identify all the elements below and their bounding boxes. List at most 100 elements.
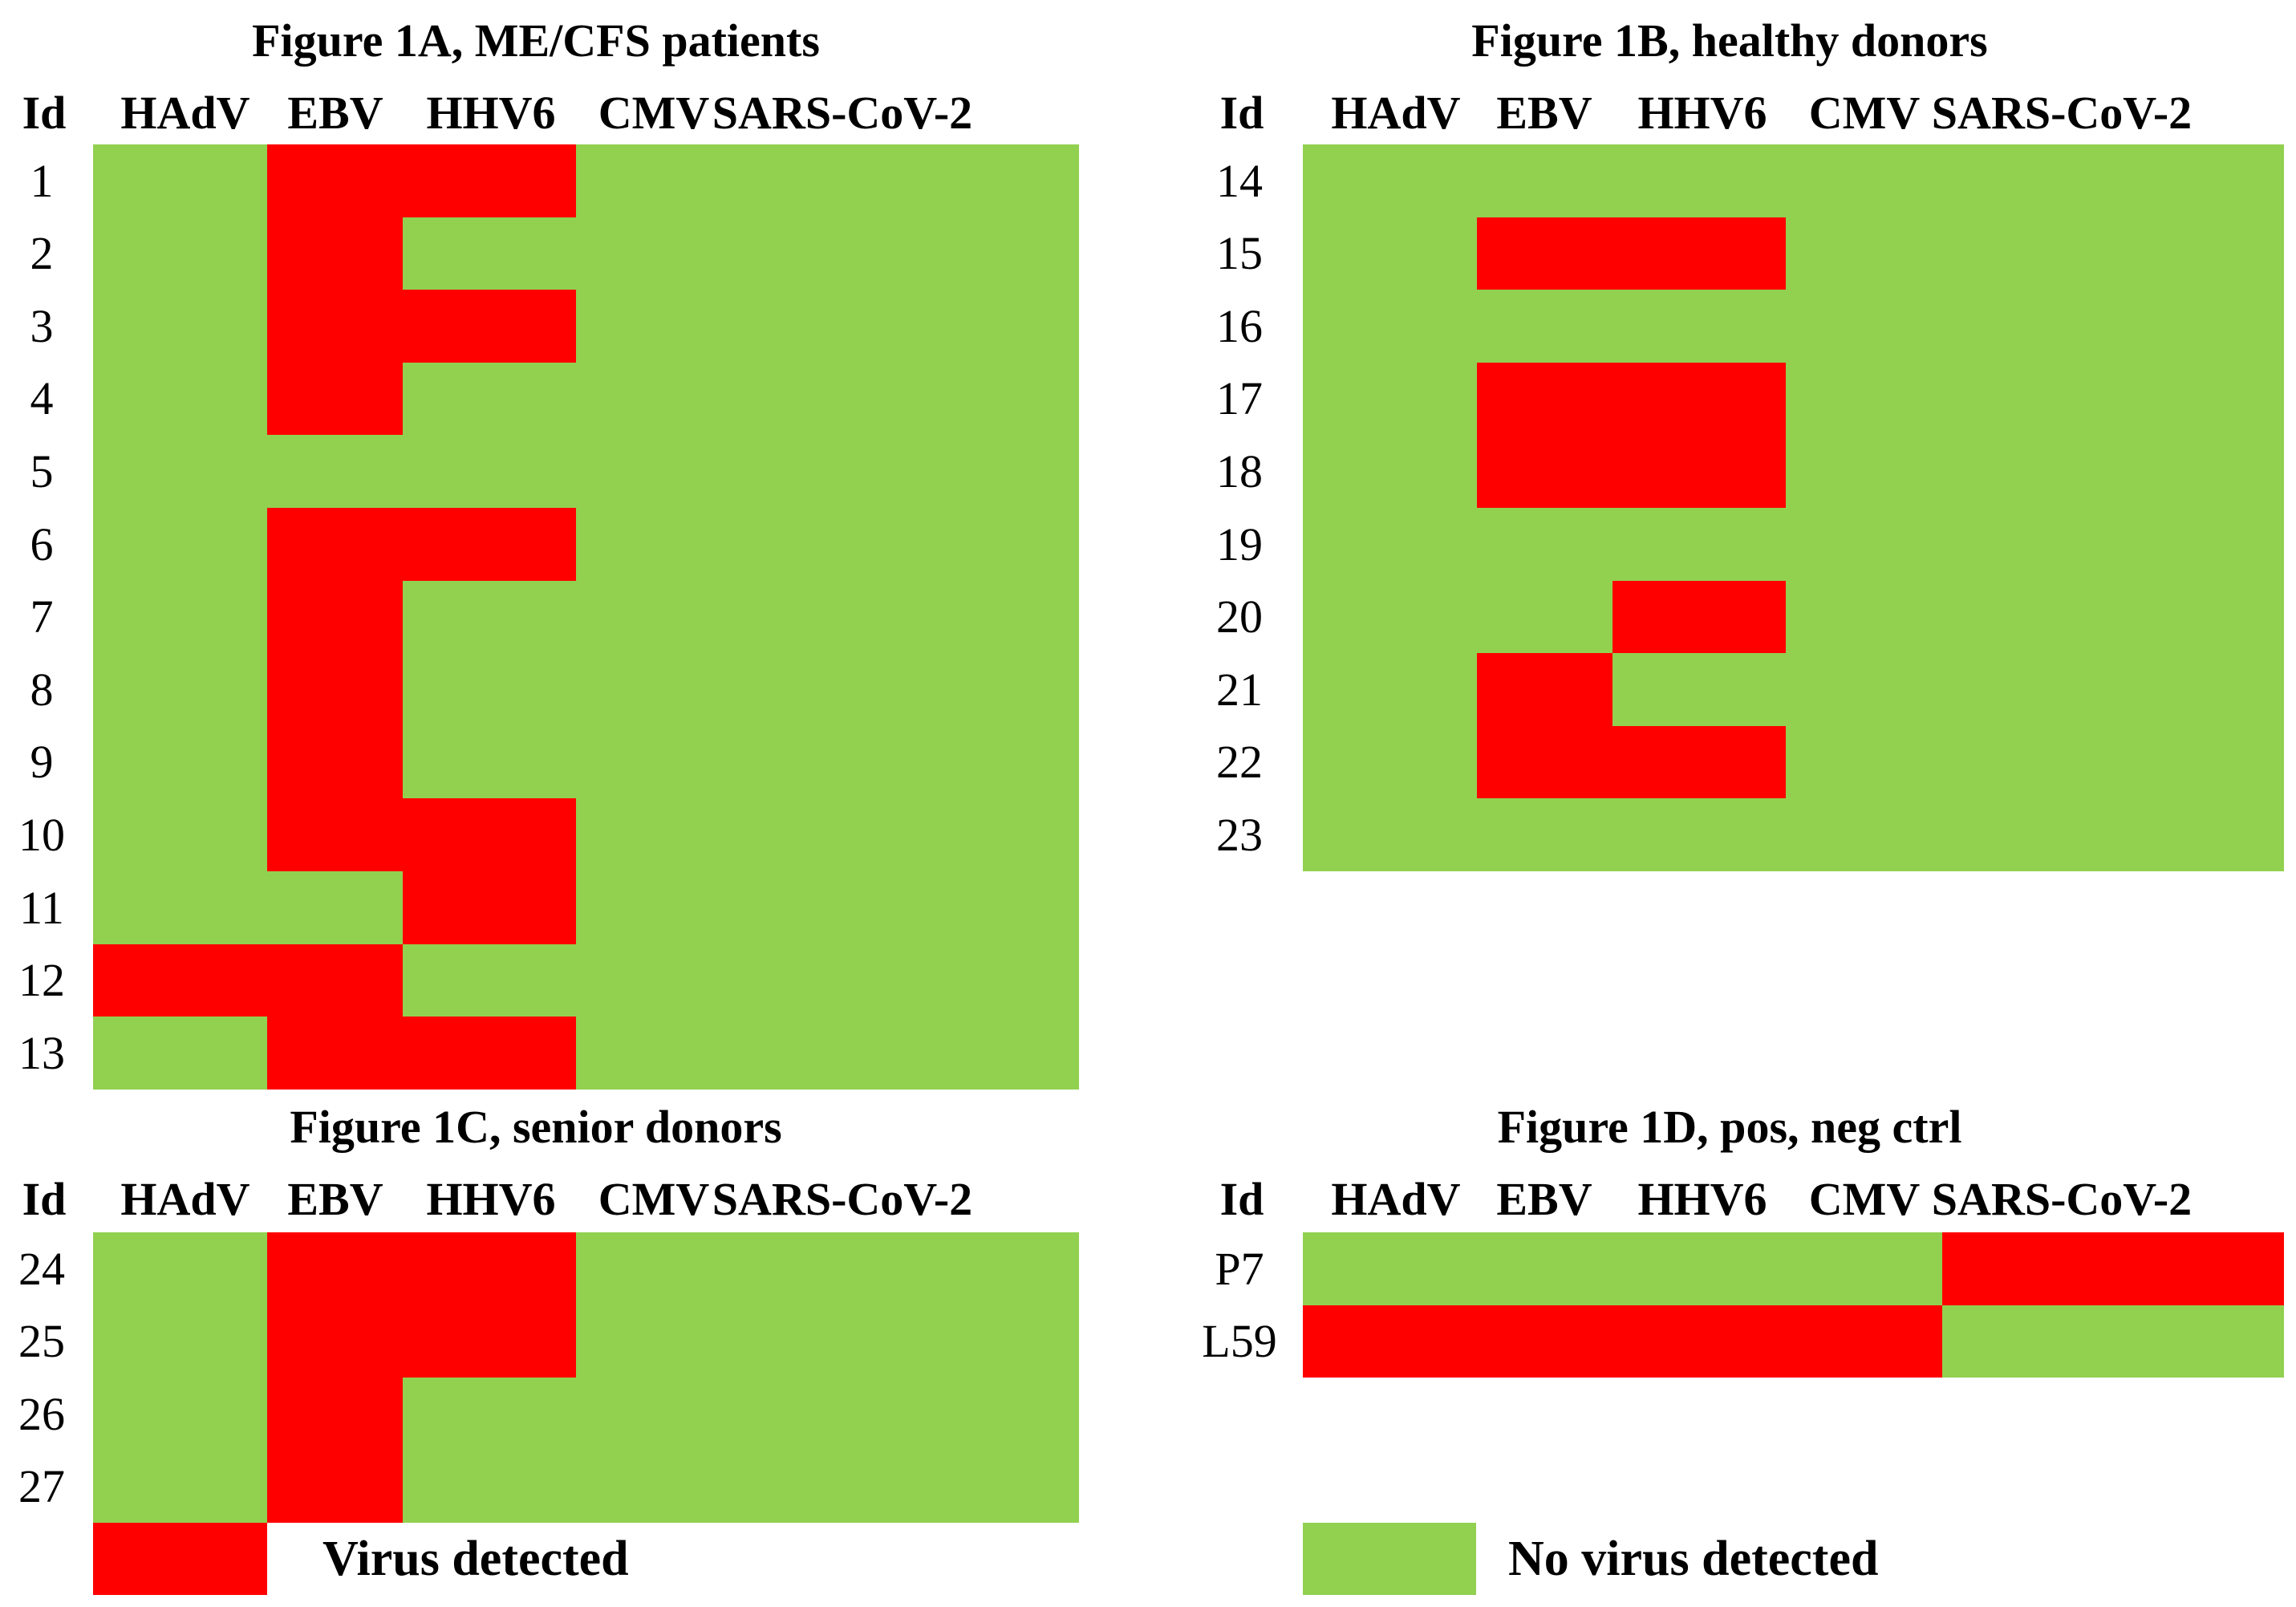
- heatmap-cell-ebv-8: [267, 653, 403, 726]
- heatmap-cell-cmv-15: [1786, 217, 1942, 290]
- column-header-cmv: CMV: [598, 87, 710, 139]
- heatmap-cell-hadv-13: [93, 1017, 267, 1090]
- heatmap-cell-hhv6-15: [1612, 217, 1786, 290]
- heatmap-cell-hadv-6: [93, 508, 267, 581]
- heatmap-cell-ebv-2: [267, 217, 403, 290]
- heatmap-cell-ebv-10: [267, 798, 403, 871]
- heatmap-cell-hadv-2: [93, 217, 267, 290]
- heatmap-cell-hadv-8: [93, 653, 267, 726]
- heatmap-cell-ebv-26: [267, 1378, 403, 1451]
- heatmap-cell-hadv-21: [1303, 653, 1477, 726]
- legend-swatch-no-virus-detected: [1303, 1523, 1476, 1595]
- row-label: L59: [1202, 1315, 1277, 1367]
- heatmap-cell-hhv6-8: [403, 653, 576, 726]
- row-label: 27: [18, 1460, 65, 1512]
- heatmap-cell-hhv6-23: [1612, 798, 1786, 871]
- heatmap-cell-ebv-6: [267, 508, 403, 581]
- heatmap-cell-hadv-23: [1303, 798, 1477, 871]
- heatmap-cell-ebv-25: [267, 1305, 403, 1378]
- heatmap-cell-hhv6-l59: [1612, 1305, 1786, 1378]
- heatmap-cell-hadv-25: [93, 1305, 267, 1378]
- heatmap-cell-hadv-22: [1303, 726, 1477, 798]
- heatmap-cell-cmv-8: [576, 653, 722, 726]
- heatmap-cell-sars-cov-2-22: [1942, 726, 2284, 798]
- heatmap-cell-hhv6-7: [403, 581, 576, 653]
- heatmap-cell-cmv-7: [576, 581, 722, 653]
- heatmap-cell-hadv-20: [1303, 581, 1477, 653]
- heatmap-cell-sars-cov-2-21: [1942, 653, 2284, 726]
- legend-swatch-virus-detected: [93, 1523, 267, 1595]
- heatmap-cell-cmv-16: [1786, 290, 1942, 363]
- heatmap-cell-hhv6-16: [1612, 290, 1786, 363]
- heatmap-cell-cmv-17: [1786, 363, 1942, 435]
- heatmap-cell-sars-cov-2-10: [722, 798, 1079, 871]
- heatmap-cell-ebv-7: [267, 581, 403, 653]
- heatmap-cell-hadv-1: [93, 144, 267, 217]
- row-label: 15: [1216, 227, 1263, 279]
- heatmap-cell-hhv6-24: [403, 1232, 576, 1305]
- row-label: 12: [18, 954, 65, 1006]
- heatmap-cell-hadv-11: [93, 871, 267, 944]
- row-label: 24: [18, 1242, 65, 1295]
- column-header-ebv: EBV: [1496, 1173, 1592, 1225]
- heatmap-cell-hadv-10: [93, 798, 267, 871]
- heatmap-cell-hadv-18: [1303, 435, 1477, 508]
- heatmap-cell-hhv6-13: [403, 1017, 576, 1090]
- heatmap-cell-sars-cov-2-27: [722, 1451, 1079, 1523]
- heatmap-cell-hhv6-26: [403, 1378, 576, 1451]
- row-label: 17: [1216, 372, 1263, 424]
- heatmap-cell-hhv6-3: [403, 290, 576, 363]
- heatmap-cell-hadv-p7: [1303, 1232, 1477, 1305]
- heatmap-cell-ebv-17: [1477, 363, 1612, 435]
- heatmap-cell-ebv-27: [267, 1451, 403, 1523]
- heatmap-cell-ebv-19: [1477, 508, 1612, 581]
- heatmap-cell-ebv-23: [1477, 798, 1612, 871]
- heatmap-cell-cmv-19: [1786, 508, 1942, 581]
- heatmap-cell-hadv-14: [1303, 144, 1477, 217]
- heatmap-cell-hhv6-p7: [1612, 1232, 1786, 1305]
- heatmap-cell-cmv-12: [576, 944, 722, 1017]
- heatmap-cell-sars-cov-2-6: [722, 508, 1079, 581]
- row-label: 25: [18, 1315, 65, 1367]
- id-column-header: Id: [22, 1173, 67, 1225]
- column-header-ebv: EBV: [287, 87, 383, 139]
- heatmap-cell-sars-cov-2-9: [722, 726, 1079, 798]
- heatmap-cell-sars-cov-2-8: [722, 653, 1079, 726]
- heatmap-cell-hadv-9: [93, 726, 267, 798]
- heatmap-cell-cmv-10: [576, 798, 722, 871]
- heatmap-cell-ebv-11: [267, 871, 403, 944]
- heatmap-cell-ebv-13: [267, 1017, 403, 1090]
- heatmap-cell-hadv-l59: [1303, 1305, 1477, 1378]
- column-header-hhv6: HHV6: [426, 1173, 556, 1225]
- heatmap-cell-ebv-l59: [1477, 1305, 1612, 1378]
- heatmap-cell-hhv6-14: [1612, 144, 1786, 217]
- heatmap-cell-ebv-4: [267, 363, 403, 435]
- heatmap-cell-hadv-4: [93, 363, 267, 435]
- heatmap-cell-sars-cov-2-18: [1942, 435, 2284, 508]
- heatmap-cell-sars-cov-2-2: [722, 217, 1079, 290]
- column-header-cmv: CMV: [1808, 87, 1921, 139]
- row-label: 11: [19, 881, 64, 934]
- heatmap-cell-hhv6-5: [403, 435, 576, 508]
- heatmap-cell-hadv-5: [93, 435, 267, 508]
- column-header-cmv: CMV: [1808, 1173, 1921, 1225]
- row-label: 20: [1216, 590, 1263, 643]
- row-label: 10: [18, 808, 65, 861]
- heatmap-cell-ebv-15: [1477, 217, 1612, 290]
- heatmap-cell-ebv-p7: [1477, 1232, 1612, 1305]
- heatmap-cell-hhv6-21: [1612, 653, 1786, 726]
- column-header-ebv: EBV: [287, 1173, 383, 1225]
- column-header-sars-cov-2: SARS-CoV-2: [712, 1173, 973, 1225]
- row-label: 1: [30, 154, 54, 207]
- column-header-ebv: EBV: [1496, 87, 1592, 139]
- heatmap-cell-sars-cov-2-4: [722, 363, 1079, 435]
- heatmap-cell-hadv-17: [1303, 363, 1477, 435]
- row-label: 14: [1216, 154, 1263, 207]
- heatmap-cell-hadv-19: [1303, 508, 1477, 581]
- row-label: 21: [1216, 663, 1263, 716]
- panel-title: Figure 1B, healthy donors: [1471, 14, 1988, 67]
- heatmap-cell-ebv-21: [1477, 653, 1612, 726]
- heatmap-cell-sars-cov-2-26: [722, 1378, 1079, 1451]
- heatmap-cell-cmv-27: [576, 1451, 722, 1523]
- heatmap-cell-sars-cov-2-17: [1942, 363, 2284, 435]
